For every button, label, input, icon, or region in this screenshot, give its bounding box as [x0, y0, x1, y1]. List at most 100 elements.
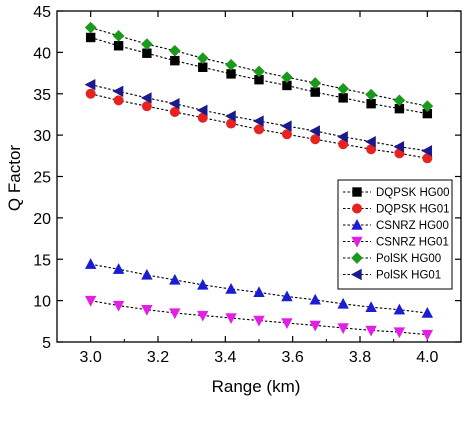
data-point [393, 94, 406, 107]
data-point [169, 106, 180, 117]
legend-label: DQPSK HG01 [376, 204, 450, 216]
series-csnrz-hg01 [84, 295, 434, 341]
data-point [254, 124, 265, 135]
legend-marker [351, 218, 363, 230]
legend-marker [351, 252, 363, 264]
data-point [281, 129, 292, 140]
y-tick-label: 45 [33, 4, 51, 21]
data-point [225, 282, 237, 294]
data-point [309, 77, 322, 89]
data-point [253, 65, 265, 78]
legend-marker [350, 268, 362, 281]
data-point [141, 268, 153, 280]
data-point [112, 263, 125, 274]
data-point [393, 327, 406, 339]
series-csnrz-hg00 [84, 258, 434, 318]
data-point [337, 131, 348, 143]
y-tick-label: 20 [33, 211, 51, 228]
data-point [84, 295, 97, 307]
data-point [421, 100, 434, 112]
data-point [309, 125, 320, 137]
legend-label: PolSK HG01 [376, 270, 441, 282]
y-tick-label: 30 [33, 128, 51, 145]
data-point [85, 32, 96, 43]
series-polsk-hg01 [84, 78, 433, 157]
data-point [253, 286, 265, 298]
data-point [113, 41, 124, 51]
y-tick-label: 40 [33, 45, 51, 62]
y-tick-label: 15 [33, 252, 51, 269]
data-point [196, 104, 208, 116]
data-point [225, 313, 237, 325]
legend-marker [352, 187, 362, 197]
data-point [253, 315, 265, 327]
data-point [170, 55, 180, 66]
data-point [337, 82, 349, 95]
legend-entry: DQPSK HG01 [343, 204, 450, 216]
data-point [113, 95, 124, 106]
data-point [84, 21, 97, 34]
data-point [281, 290, 293, 302]
data-point [310, 134, 321, 145]
legend-entry: PolSK HG00 [343, 252, 441, 265]
data-point [169, 308, 181, 320]
data-point [309, 320, 321, 332]
data-point [225, 58, 237, 71]
data-point [142, 48, 152, 58]
legend-marker [351, 236, 363, 248]
data-point [112, 300, 125, 312]
data-point [141, 305, 153, 316]
data-point [421, 145, 433, 157]
series-polsk-hg00 [84, 21, 434, 112]
data-point [252, 115, 264, 127]
x-tick-label: 3.2 [147, 349, 169, 366]
data-point [337, 323, 349, 334]
data-point [141, 101, 152, 112]
legend-label: DQPSK HG00 [376, 187, 450, 199]
data-point [281, 71, 293, 84]
y-tick-label: 25 [33, 170, 51, 187]
data-point [196, 52, 209, 64]
y-axis-title: Q Factor [5, 145, 24, 211]
data-point [112, 30, 125, 42]
data-point [338, 93, 348, 103]
data-point [168, 97, 180, 110]
data-point [197, 310, 209, 322]
legend-label: CSNRZ HG00 [376, 220, 449, 232]
legend-entry: DQPSK HG00 [343, 187, 450, 199]
data-point [84, 258, 97, 269]
data-point [112, 85, 124, 97]
data-point [310, 87, 320, 97]
data-point [421, 306, 434, 318]
data-point [140, 92, 152, 104]
legend-entry: PolSK HG01 [343, 268, 441, 282]
data-point [365, 136, 376, 148]
data-point [337, 297, 349, 309]
data-point [421, 329, 434, 341]
data-point [365, 301, 377, 312]
data-point [225, 110, 236, 122]
data-point [85, 88, 96, 99]
data-point [365, 88, 377, 101]
data-point [366, 98, 376, 109]
x-tick-label: 3.0 [80, 349, 102, 366]
y-tick-label: 5 [42, 335, 51, 352]
data-point [393, 303, 406, 315]
x-tick-label: 3.4 [214, 349, 236, 366]
x-tick-label: 4.0 [416, 349, 438, 366]
data-point [169, 273, 181, 285]
data-point [198, 62, 208, 72]
data-point [365, 325, 377, 337]
x-tick-label: 3.6 [282, 349, 304, 366]
data-point [226, 69, 236, 79]
legend-entry: CSNRZ HG00 [343, 218, 449, 232]
data-point [141, 38, 153, 50]
data-point [169, 44, 181, 57]
data-point [280, 120, 292, 132]
legend-entry: CSNRZ HG01 [343, 237, 449, 249]
data-point [84, 78, 96, 91]
data-point [197, 278, 209, 290]
legend-box [337, 179, 453, 290]
legend-label: PolSK HG00 [376, 253, 441, 265]
